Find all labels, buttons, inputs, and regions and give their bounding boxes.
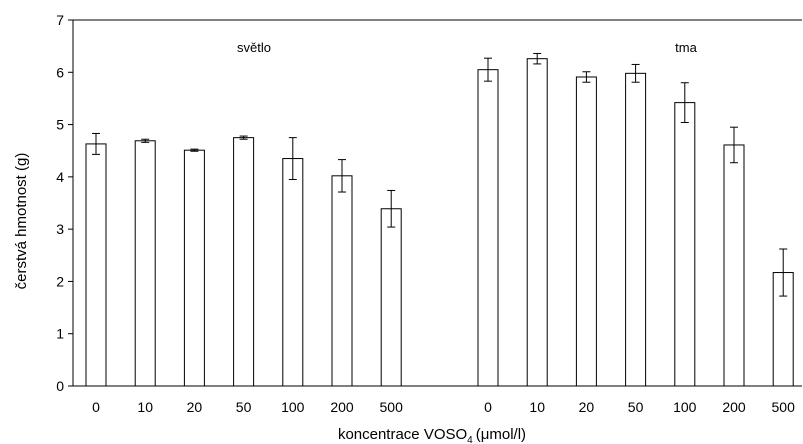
bar-0-4 [282, 158, 304, 387]
x-tick-label-1-0: 0 [484, 399, 492, 415]
y-axis-title: čerstvá hmotnost (g) [13, 153, 30, 290]
bar-1-4 [674, 102, 696, 387]
x-tick-label-0-6: 500 [380, 399, 404, 415]
x-tick-label-1-5: 200 [722, 399, 746, 415]
x-tick-label-1-1: 10 [529, 399, 545, 415]
x-tick-label-0-2: 20 [187, 399, 203, 415]
x-tick-label-1-3: 50 [628, 399, 644, 415]
y-tick-label-3: 3 [56, 221, 64, 237]
y-tick-label-7: 7 [56, 12, 64, 28]
bar-1-2 [575, 76, 597, 387]
x-tick-label-0-1: 10 [137, 399, 153, 415]
group-label-tma: tma [675, 40, 697, 55]
group-label-svetlo: světlo [237, 40, 271, 55]
bar-0-2 [183, 149, 205, 387]
x-tick-label-1-2: 20 [579, 399, 595, 415]
bar-0-6 [380, 208, 402, 387]
bar-0-3 [233, 137, 255, 387]
x-tick-label-1-6: 500 [772, 399, 796, 415]
x-tick-label-0-4: 100 [281, 399, 305, 415]
bar-1-1 [526, 58, 548, 387]
bar-1-0 [477, 69, 499, 387]
y-tick-label-4: 4 [56, 169, 64, 185]
y-tick-label-6: 6 [56, 64, 64, 80]
x-axis-title-unit: (μmol/l) [476, 426, 526, 443]
x-axis-title-main: koncentrace VOSO [338, 426, 467, 443]
x-tick-label-0-0: 0 [92, 399, 100, 415]
bar-1-3 [625, 72, 647, 387]
bar-1-5 [723, 144, 745, 387]
y-tick-label-1: 1 [56, 326, 64, 342]
bar-0-5 [331, 175, 353, 387]
bar-0-0 [85, 143, 107, 387]
x-axis-title: koncentrace VOSO4 (μmol/l) [338, 426, 526, 444]
x-tick-label-0-3: 50 [236, 399, 252, 415]
bar-0-1 [134, 140, 156, 387]
x-tick-label-0-5: 200 [330, 399, 354, 415]
plot-area: 0 1 2 3 4 5 6 7 0 10 20 50 100 200 500 0 10 20 50 100 200 500 [56, 12, 802, 415]
y-tick-label-0: 0 [56, 378, 64, 394]
y-tick-label-5: 5 [56, 117, 64, 133]
x-tick-label-1-4: 100 [673, 399, 697, 415]
y-tick-label-2: 2 [56, 273, 64, 289]
x-axis-title-subscript: 4 [467, 435, 473, 444]
